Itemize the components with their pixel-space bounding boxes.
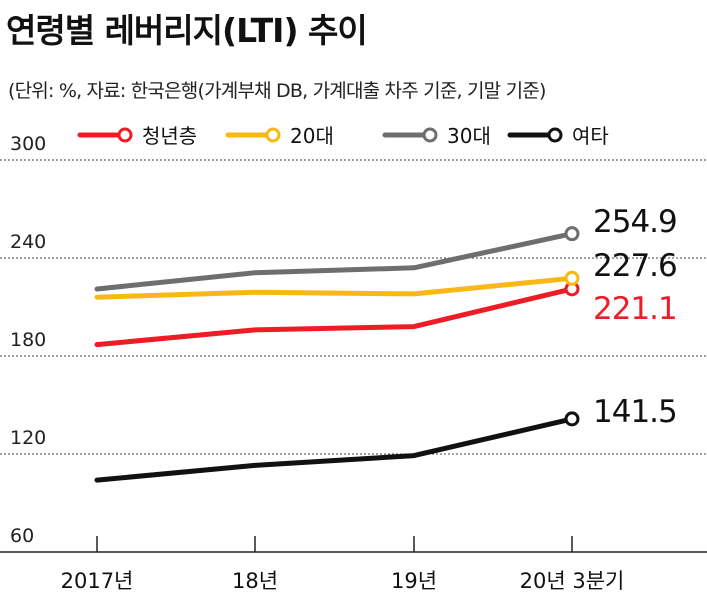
series-line-20대 [94,275,575,300]
legend-label: 여타 [572,124,609,148]
series-line-청년층 [94,286,575,348]
series-end-marker [564,270,580,286]
legend: 청년층 20대 30대 여타 [77,124,609,148]
series-end-marker [564,226,580,242]
legend-label: 청년층 [142,124,197,148]
legend-marker [117,127,133,143]
series-end-marker [564,411,580,427]
axes: 60 120 180 240 300 2017년 18년 19년 20년 3분기 [0,133,707,593]
legend-label: 20대 [290,124,334,148]
series-lines: 221.1 227.6 254.9 141.5 [94,204,678,483]
data-label-20대: 227.6 [593,248,677,284]
data-label-여타: 141.5 [593,394,677,430]
legend-label: 30대 [447,124,491,148]
series-line-여타 [94,416,575,483]
series-line-30대 [94,231,575,292]
y-tick-label-180: 180 [10,329,46,351]
grid-lines [0,159,707,455]
y-tick-label-240: 240 [10,231,46,253]
y-tick-label-60: 60 [10,525,34,547]
x-tick-label: 2017년 [61,569,134,593]
x-tick-label: 19년 [391,569,437,593]
y-tick-label-300: 300 [10,133,46,155]
legend-marker [422,127,438,143]
x-tick-label: 20년 3분기 [520,569,625,593]
data-label-청년층: 221.1 [593,291,677,327]
chart-subtitle: (단위: %, 자료: 한국은행(가계부채 DB, 가계대출 차주 기준, 기말… [8,80,546,102]
data-label-30대: 254.9 [593,204,677,240]
legend-marker [547,127,563,143]
legend-marker [265,127,281,143]
y-tick-label-120: 120 [10,427,46,449]
chart-title: 연령별 레버리지(LTI) 추이 [6,11,368,50]
x-tick-label: 18년 [232,569,278,593]
